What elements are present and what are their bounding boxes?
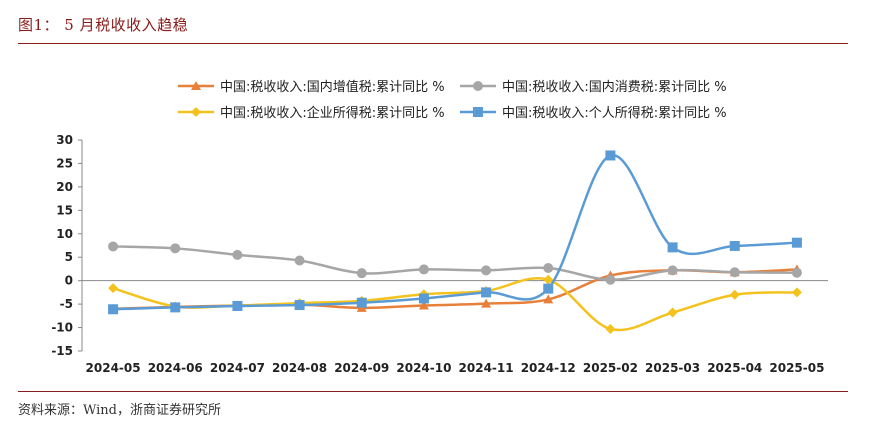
chart-axes: 30 25 20 15 10 5 0 -5 -10 -15 2024-05 2024-06 2024-0… xyxy=(51,133,828,375)
consumption-tax-series-line-group xyxy=(108,241,802,285)
legend-entry-personal-tax: 中国:税收收入:个人所得税:累计同比 % xyxy=(460,105,727,121)
legend-entry-vat: 中国:税收收入:国内增值税:累计同比 % xyxy=(178,79,445,95)
legend-label: 中国:税收收入:国内消费税:累计同比 % xyxy=(502,79,727,95)
legend-swatch-marker xyxy=(191,107,201,117)
personal-tax-point xyxy=(356,297,367,308)
vat-series-line xyxy=(113,268,797,311)
legend-label: 中国:税收收入:个人所得税:累计同比 % xyxy=(502,105,727,121)
vat-point xyxy=(418,300,429,310)
consumption-tax-point xyxy=(605,274,616,285)
legend-label: 中国:税收收入:国内增值税:累计同比 % xyxy=(220,79,445,95)
personal-tax-point xyxy=(170,302,181,313)
y-tick-label: -15 xyxy=(51,344,73,358)
y-tick-label: 30 xyxy=(56,133,73,147)
corporate-tax-point xyxy=(667,307,678,318)
vat-point xyxy=(481,298,492,308)
personal-tax-point xyxy=(605,150,616,161)
x-tick-label: 2024-12 xyxy=(521,361,576,375)
corporate-tax-point xyxy=(108,283,119,294)
x-tick-label: 2024-10 xyxy=(396,361,451,375)
source-note: 资料来源：Wind，浙商证券研究所 xyxy=(18,403,221,418)
y-tick-label: -10 xyxy=(51,321,73,335)
consumption-tax-point xyxy=(667,265,678,276)
legend-label: 中国:税收收入:企业所得税:累计同比 % xyxy=(220,105,445,121)
x-tick-label: 2024-11 xyxy=(459,361,514,375)
x-tick-label: 2024-09 xyxy=(334,361,389,375)
consumption-tax-point xyxy=(108,241,119,252)
consumption-tax-series-line xyxy=(113,245,797,281)
y-tick-label: 15 xyxy=(56,203,73,217)
legend-swatch-marker xyxy=(473,107,483,117)
y-tick-label: 25 xyxy=(56,156,73,170)
figure-title: 图1： 5 月税收收入趋稳 xyxy=(18,16,189,34)
consumption-tax-point xyxy=(481,265,492,276)
x-tick-label: 2025-05 xyxy=(769,361,824,375)
consumption-tax-point xyxy=(356,268,367,279)
consumption-tax-point xyxy=(729,267,740,278)
consumption-tax-point xyxy=(418,264,429,275)
legend-swatch-marker xyxy=(191,81,201,90)
consumption-tax-point xyxy=(294,255,305,266)
consumption-tax-point xyxy=(791,267,802,278)
personal-tax-point xyxy=(232,300,243,311)
x-tick-label: 2024-06 xyxy=(148,361,203,375)
footer-rule xyxy=(18,391,848,392)
legend-entry-consumption-tax: 中国:税收收入:国内消费税:累计同比 % xyxy=(460,79,727,95)
y-tick-label: 5 xyxy=(65,250,73,264)
personal-tax-point xyxy=(667,242,678,253)
x-tick-label: 2024-08 xyxy=(272,361,327,375)
y-tick-label: 0 xyxy=(65,274,73,288)
x-tick-label: 2025-04 xyxy=(707,361,762,375)
legend-entry-corporate-tax: 中国:税收收入:企业所得税:累计同比 % xyxy=(178,105,445,121)
consumption-tax-point xyxy=(232,249,243,260)
personal-tax-point xyxy=(729,240,740,251)
x-tick-label: 2025-03 xyxy=(645,361,700,375)
consumption-tax-point xyxy=(543,263,554,274)
x-tick-label: 2024-05 xyxy=(86,361,141,375)
personal-tax-point xyxy=(791,237,802,248)
chart-series xyxy=(108,150,802,334)
personal-tax-point xyxy=(418,293,429,304)
consumption-tax-point xyxy=(170,243,181,254)
personal-tax-point xyxy=(481,287,492,298)
x-tick-label: 2024-07 xyxy=(210,361,265,375)
personal-tax-point xyxy=(543,283,554,294)
personal-tax-point xyxy=(294,300,305,311)
personal-tax-point xyxy=(108,304,119,315)
vat-point xyxy=(543,294,554,304)
legend-swatch-marker xyxy=(473,81,483,91)
header-rule xyxy=(18,43,848,44)
corporate-tax-point xyxy=(543,274,554,285)
corporate-tax-point xyxy=(605,323,616,334)
corporate-tax-point xyxy=(791,287,802,298)
y-tick-label: 10 xyxy=(56,227,73,241)
personal-tax-series-line-group xyxy=(108,150,802,315)
y-tick-label: 20 xyxy=(56,180,73,194)
corporate-tax-point xyxy=(729,289,740,300)
personal-tax-series-line xyxy=(113,154,797,311)
y-tick-label: -5 xyxy=(60,297,73,311)
x-tick-label: 2025-02 xyxy=(583,361,638,375)
chart-legend: 中国:税收收入:国内增值税:累计同比 % 中国:税收收入:国内消费税:累计同比 %… xyxy=(178,79,727,121)
